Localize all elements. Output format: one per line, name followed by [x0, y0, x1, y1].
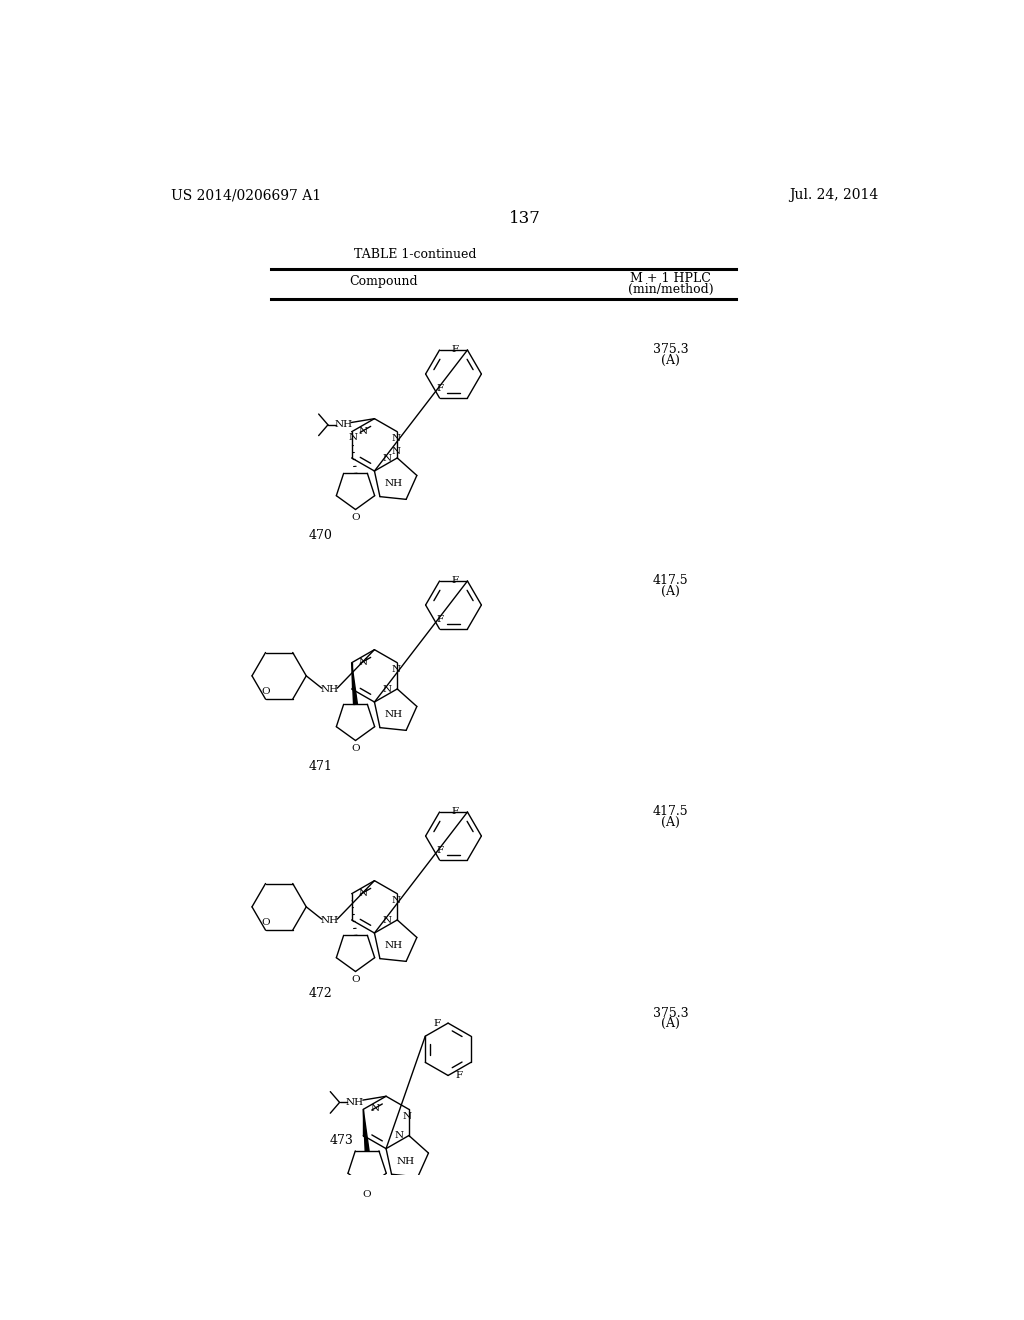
Text: NH: NH — [321, 916, 339, 925]
Polygon shape — [351, 663, 357, 705]
Text: Jul. 24, 2014: Jul. 24, 2014 — [788, 189, 879, 202]
Text: NH: NH — [396, 1156, 415, 1166]
Text: NH: NH — [385, 941, 403, 950]
Text: 417.5: 417.5 — [652, 574, 688, 587]
Text: 473: 473 — [329, 1134, 353, 1147]
Text: NH: NH — [346, 1098, 365, 1107]
Text: 470: 470 — [308, 529, 332, 543]
Text: F: F — [451, 577, 458, 586]
Text: N: N — [402, 1111, 412, 1121]
Text: 375.3: 375.3 — [652, 343, 688, 356]
Text: N: N — [391, 447, 400, 457]
Text: TABLE 1-continued: TABLE 1-continued — [353, 248, 476, 261]
Text: F: F — [451, 346, 458, 355]
Text: N: N — [370, 1105, 379, 1114]
Text: N: N — [383, 916, 392, 925]
Text: O: O — [261, 686, 270, 696]
Text: (min/method): (min/method) — [628, 282, 714, 296]
Text: N: N — [391, 665, 400, 675]
Polygon shape — [364, 1109, 369, 1151]
Text: O: O — [351, 974, 359, 983]
Text: US 2014/0206697 A1: US 2014/0206697 A1 — [171, 189, 321, 202]
Text: N: N — [383, 685, 392, 694]
Text: F: F — [436, 384, 443, 393]
Text: 417.5: 417.5 — [652, 805, 688, 818]
Text: N: N — [383, 454, 392, 463]
Text: F: F — [436, 615, 443, 624]
Text: 471: 471 — [308, 760, 332, 774]
Text: (A): (A) — [662, 585, 680, 598]
Text: F: F — [436, 846, 443, 855]
Text: N: N — [358, 888, 368, 898]
Text: 137: 137 — [509, 210, 541, 227]
Text: O: O — [351, 743, 359, 752]
Text: (A): (A) — [662, 354, 680, 367]
Text: 375.3: 375.3 — [652, 1007, 688, 1019]
Text: 472: 472 — [308, 987, 332, 1001]
Text: N: N — [358, 426, 368, 436]
Text: N: N — [348, 433, 357, 442]
Text: Compound: Compound — [349, 275, 418, 288]
Text: N: N — [358, 657, 368, 667]
Text: N: N — [394, 1131, 403, 1140]
Text: (A): (A) — [662, 1018, 680, 1031]
Text: O: O — [261, 917, 270, 927]
Text: N: N — [391, 434, 400, 444]
Text: O: O — [351, 512, 359, 521]
Text: N: N — [391, 896, 400, 906]
Text: F: F — [451, 808, 458, 817]
Text: NH: NH — [385, 479, 403, 488]
Text: F: F — [456, 1071, 463, 1080]
Text: NH: NH — [385, 710, 403, 719]
Text: M + 1 HPLC: M + 1 HPLC — [630, 272, 711, 285]
Text: NH: NH — [335, 420, 352, 429]
Text: (A): (A) — [662, 816, 680, 829]
Text: F: F — [433, 1019, 440, 1027]
Text: NH: NH — [321, 685, 339, 694]
Text: O: O — [362, 1191, 372, 1200]
